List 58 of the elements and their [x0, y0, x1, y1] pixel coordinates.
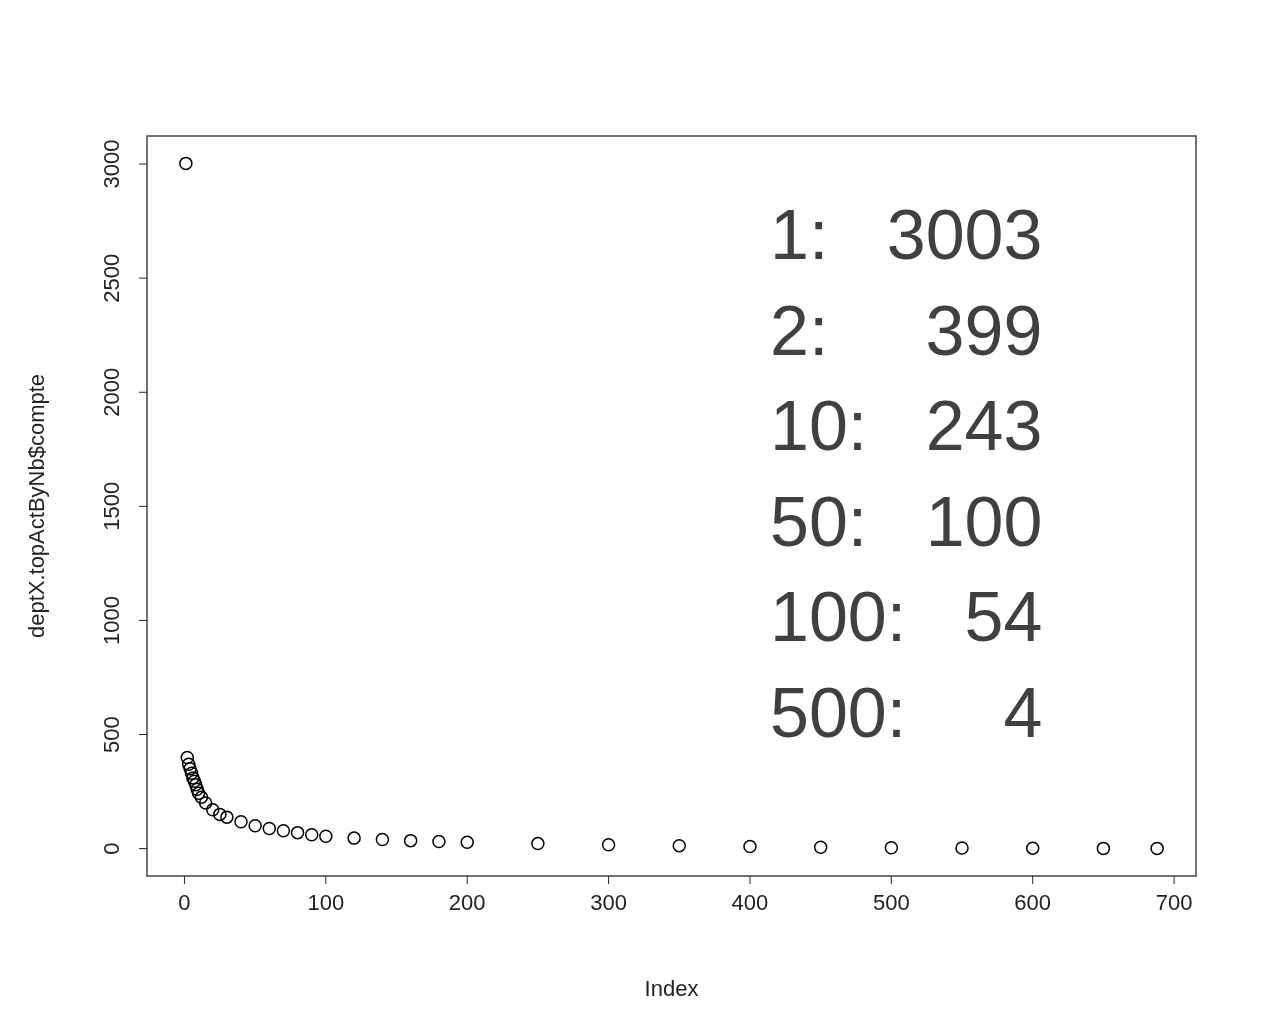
point: [672, 838, 687, 853]
point: [531, 836, 545, 851]
annotation: 500: 4: [770, 672, 1043, 754]
point: [813, 840, 828, 854]
y-tick-label: 1000: [99, 595, 124, 645]
point: [432, 834, 446, 849]
point: [262, 821, 277, 836]
point: [743, 839, 757, 854]
point: [181, 757, 196, 771]
point: [601, 837, 616, 852]
point: [304, 827, 319, 842]
y-tick-label: 0: [99, 842, 124, 855]
y-axis-title: deptX.topActByNb$compte: [23, 373, 49, 639]
point: [290, 825, 305, 840]
point: [375, 832, 390, 847]
point: [319, 829, 333, 844]
point: [184, 766, 199, 781]
x-tick-label: 600: [1014, 889, 1052, 915]
point: [183, 762, 197, 776]
point: [248, 819, 262, 833]
point: [179, 156, 193, 171]
annotation: 100: 54: [770, 577, 1043, 658]
point: [460, 835, 474, 849]
point: [1025, 841, 1040, 855]
point: [205, 803, 220, 817]
point: [194, 790, 209, 805]
point: [180, 750, 195, 765]
point: [1150, 841, 1164, 856]
x-tick-label: 0: [178, 889, 191, 915]
y-tick-label: 2000: [99, 367, 124, 417]
point: [1096, 841, 1111, 856]
point: [884, 840, 899, 855]
y-tick-label: 2500: [99, 253, 124, 303]
y-tick-label: 500: [99, 716, 124, 753]
x-tick-label: 300: [590, 889, 627, 915]
point: [191, 786, 206, 800]
annotation: 1: 3003: [770, 195, 1043, 276]
annotation: 10: 243: [770, 386, 1043, 467]
point: [213, 807, 227, 822]
y-tick-label: 3000: [99, 139, 124, 189]
point: [403, 833, 418, 848]
x-tick-label: 700: [1155, 889, 1193, 915]
point: [220, 810, 234, 824]
point: [198, 796, 213, 810]
x-tick-label: 200: [448, 889, 486, 915]
x-tick-label: 100: [307, 889, 345, 915]
y-tick-label: 1500: [99, 481, 124, 531]
point: [186, 771, 200, 785]
x-tick-label: 400: [731, 889, 769, 915]
x-tick-label: 500: [872, 889, 910, 915]
annotation: 50: 100: [770, 481, 1043, 563]
point: [955, 841, 969, 855]
x-axis-title: Index: [644, 976, 699, 1001]
point: [347, 831, 361, 845]
point: [234, 814, 248, 829]
point: [190, 782, 204, 797]
point: [276, 824, 291, 838]
annotation: 2: 399: [770, 290, 1043, 372]
